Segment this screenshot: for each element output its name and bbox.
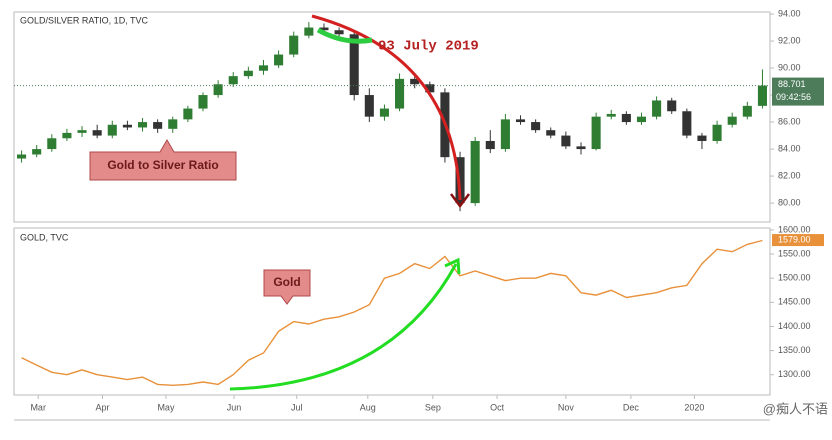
candle-body [515, 119, 526, 123]
candle-body [107, 124, 117, 136]
candle-body [122, 124, 132, 128]
x-tick-label: Apr [95, 402, 109, 412]
candle-body [425, 84, 435, 93]
candle-body [742, 105, 752, 117]
candle-body [304, 27, 314, 36]
x-tick-label: 2020 [684, 402, 704, 412]
x-tick-label: Sep [425, 402, 441, 412]
candle-body [153, 122, 163, 129]
candle-body [561, 135, 571, 147]
x-tick-label: Aug [360, 402, 376, 412]
top-pane-frame [13, 11, 771, 223]
pane-title: GOLD/SILVER RATIO, 1D, TVC [20, 15, 149, 25]
x-tick-label: May [157, 402, 175, 412]
callout [89, 139, 237, 181]
candle-body [289, 35, 299, 55]
candle-body [621, 113, 631, 123]
candle-body [410, 78, 420, 85]
candle-body [712, 124, 722, 141]
green-arrow [229, 263, 458, 391]
candle-body [137, 122, 148, 128]
x-tick-label: Nov [558, 402, 575, 412]
candle-body [349, 34, 359, 96]
y-tick-label: 80.00 [778, 197, 801, 207]
candle-body [213, 84, 223, 96]
bottom-pane-frame [13, 227, 771, 396]
y-tick-label: 1350.00 [778, 345, 811, 355]
y-tick-label: 84.00 [778, 143, 801, 153]
countdown-label: 09:42:56 [776, 92, 811, 102]
x-tick-label: Jun [227, 402, 242, 412]
red-arrow [311, 14, 462, 201]
last-value-label: 1579.00 [778, 234, 811, 244]
x-tick-label: Jul [291, 402, 303, 412]
x-tick-label: Dec [623, 402, 640, 412]
candle-body [62, 132, 72, 139]
candle-body [364, 95, 374, 117]
price-line [21, 239, 763, 387]
candle-body [576, 146, 586, 150]
candle-body [92, 130, 102, 136]
candle-body [485, 140, 495, 150]
red-arrowhead [450, 193, 470, 209]
last-value-label: 88.701 [778, 79, 806, 89]
green-highlight [316, 27, 373, 44]
last-value-badge [772, 234, 824, 247]
candle-body [243, 70, 253, 77]
candle-body [319, 27, 329, 31]
x-tick-label: Mar [30, 402, 46, 412]
y-tick-label: 1600.00 [778, 224, 811, 234]
y-tick-label: 86.00 [778, 116, 801, 126]
marks: 94.0092.0090.0088.0086.0084.0082.0080.00… [14, 8, 824, 412]
candle-body [258, 65, 269, 71]
candle-body [77, 130, 87, 133]
candle-body [47, 138, 57, 150]
candle-body [198, 95, 208, 109]
candle-body [395, 78, 405, 109]
candle-body [500, 119, 510, 150]
candle-body [531, 122, 541, 131]
candle-body [682, 111, 692, 136]
candle-body [757, 85, 767, 106]
candle-body [274, 54, 284, 66]
candle-body [727, 116, 737, 125]
candle-body [697, 135, 707, 141]
candle-body [591, 116, 601, 150]
annotation: Gold [273, 275, 300, 289]
y-tick-label: 92.00 [778, 35, 801, 45]
x-tick-label: Oct [490, 402, 505, 412]
candle-body [17, 154, 27, 159]
candle-body [636, 116, 647, 123]
last-value-badge [772, 77, 824, 106]
watermark: @痴人不语 [763, 401, 828, 416]
y-tick-label: 1400.00 [778, 321, 811, 331]
candle-body [168, 119, 178, 129]
y-tick-label: 1300.00 [778, 369, 811, 379]
candle-body [606, 113, 616, 117]
y-tick-label: 82.00 [778, 170, 801, 180]
y-tick-label: 90.00 [778, 62, 801, 72]
callout [263, 269, 311, 305]
annotation: Gold to Silver Ratio [107, 158, 218, 172]
candle-body [228, 76, 238, 85]
candle-body [334, 30, 344, 35]
green-arrowhead [444, 257, 461, 275]
candle-body [667, 100, 677, 112]
candle-body [470, 140, 480, 204]
y-tick-label: 1550.00 [778, 248, 811, 258]
candle-body [546, 130, 556, 136]
candle-body [183, 108, 193, 120]
pane-title: GOLD, TVC [20, 232, 69, 242]
candle-body [32, 149, 42, 155]
y-tick-label: 1450.00 [778, 297, 811, 307]
candle-body [652, 100, 662, 117]
candle-body [379, 108, 389, 117]
y-tick-label: 94.00 [778, 8, 801, 18]
y-tick-label: 1500.00 [778, 273, 811, 283]
annotation: 93 July 2019 [378, 39, 479, 55]
